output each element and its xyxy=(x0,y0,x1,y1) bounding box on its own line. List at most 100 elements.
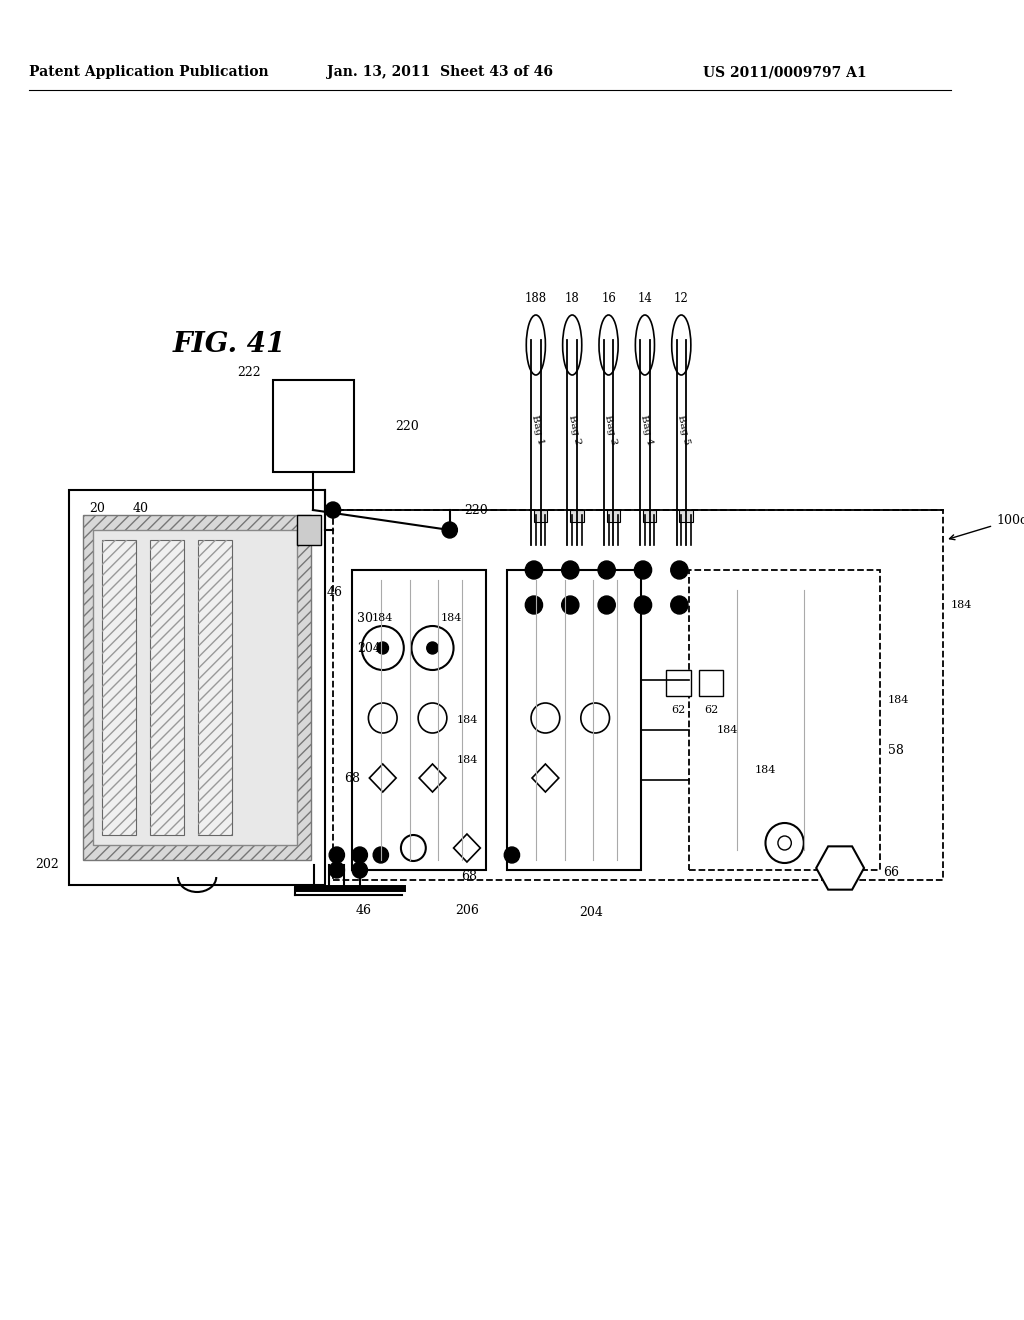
Circle shape xyxy=(562,597,579,614)
Text: 184: 184 xyxy=(441,612,462,623)
Text: 184: 184 xyxy=(755,766,776,775)
Circle shape xyxy=(369,704,397,733)
Bar xyxy=(698,671,723,696)
Bar xyxy=(570,510,584,521)
Circle shape xyxy=(401,836,426,861)
Text: 100c: 100c xyxy=(949,513,1024,540)
Text: 46: 46 xyxy=(327,586,343,598)
Circle shape xyxy=(598,597,615,614)
Text: 68: 68 xyxy=(461,870,477,883)
Circle shape xyxy=(377,642,388,653)
Text: 184: 184 xyxy=(372,612,393,623)
Bar xyxy=(643,510,656,521)
Text: Bag 2: Bag 2 xyxy=(566,414,582,446)
Text: 220: 220 xyxy=(464,503,487,516)
Text: 12: 12 xyxy=(674,292,689,305)
Bar xyxy=(297,515,321,545)
Text: 20: 20 xyxy=(90,502,105,515)
Text: 204: 204 xyxy=(357,642,381,655)
Circle shape xyxy=(562,561,579,579)
Bar xyxy=(198,540,231,836)
Text: 46: 46 xyxy=(355,903,372,916)
Text: Bag 3: Bag 3 xyxy=(603,414,618,446)
Text: 18: 18 xyxy=(565,292,580,305)
Text: 30: 30 xyxy=(357,611,373,624)
Polygon shape xyxy=(419,764,445,792)
Text: 184: 184 xyxy=(457,755,477,766)
Text: Patent Application Publication: Patent Application Publication xyxy=(29,65,268,79)
Text: 40: 40 xyxy=(133,502,148,515)
Text: Bag 4: Bag 4 xyxy=(639,414,654,446)
Text: 62: 62 xyxy=(703,705,718,715)
Text: US 2011/0009797 A1: US 2011/0009797 A1 xyxy=(702,65,866,79)
Bar xyxy=(198,540,231,836)
Bar xyxy=(679,510,693,521)
Circle shape xyxy=(326,502,341,517)
Text: 14: 14 xyxy=(638,292,652,305)
Circle shape xyxy=(531,704,560,733)
Circle shape xyxy=(442,521,458,539)
Text: 66: 66 xyxy=(883,866,899,879)
Text: Jan. 13, 2011  Sheet 43 of 46: Jan. 13, 2011 Sheet 43 of 46 xyxy=(327,65,553,79)
Text: 220: 220 xyxy=(395,420,419,433)
Bar xyxy=(83,515,311,861)
Circle shape xyxy=(329,862,344,878)
Ellipse shape xyxy=(672,315,691,375)
Ellipse shape xyxy=(635,315,654,375)
Circle shape xyxy=(361,626,403,671)
Polygon shape xyxy=(370,764,396,792)
Circle shape xyxy=(525,597,543,614)
Ellipse shape xyxy=(599,315,618,375)
Circle shape xyxy=(525,561,543,579)
Bar xyxy=(102,540,136,836)
Circle shape xyxy=(412,626,454,671)
Bar xyxy=(507,570,641,870)
Ellipse shape xyxy=(526,315,546,375)
Circle shape xyxy=(427,642,438,653)
Bar xyxy=(666,671,691,696)
Bar xyxy=(606,510,621,521)
Text: Bag 1: Bag 1 xyxy=(530,414,546,446)
Circle shape xyxy=(352,847,368,863)
Text: 184: 184 xyxy=(717,725,738,735)
Text: 58: 58 xyxy=(888,743,904,756)
Text: Bag 5: Bag 5 xyxy=(676,414,691,446)
Ellipse shape xyxy=(562,315,582,375)
Bar xyxy=(102,540,136,836)
Circle shape xyxy=(581,704,609,733)
Circle shape xyxy=(504,847,519,863)
Circle shape xyxy=(635,597,651,614)
Circle shape xyxy=(778,836,792,850)
Circle shape xyxy=(671,597,688,614)
Circle shape xyxy=(635,561,651,579)
Circle shape xyxy=(329,847,344,863)
Bar xyxy=(93,531,297,845)
Circle shape xyxy=(598,561,615,579)
Text: 16: 16 xyxy=(601,292,616,305)
Bar xyxy=(352,570,486,870)
Bar xyxy=(689,570,881,870)
Circle shape xyxy=(352,862,368,878)
Bar xyxy=(534,510,547,521)
Bar xyxy=(272,380,354,473)
Text: 188: 188 xyxy=(524,292,547,305)
Polygon shape xyxy=(454,834,480,862)
Text: 204: 204 xyxy=(580,906,603,919)
Text: 222: 222 xyxy=(238,366,261,379)
Text: FIG. 41: FIG. 41 xyxy=(173,331,287,359)
Circle shape xyxy=(671,561,688,579)
Text: 184: 184 xyxy=(457,715,477,725)
Text: 202: 202 xyxy=(36,858,59,871)
Circle shape xyxy=(373,847,388,863)
Polygon shape xyxy=(532,764,559,792)
Bar xyxy=(333,510,943,880)
Bar xyxy=(69,490,326,884)
Bar xyxy=(151,540,183,836)
Circle shape xyxy=(766,822,804,863)
Text: 62: 62 xyxy=(672,705,685,715)
Text: 68: 68 xyxy=(344,771,360,784)
Text: 184: 184 xyxy=(951,601,973,610)
Bar xyxy=(151,540,183,836)
Circle shape xyxy=(418,704,446,733)
Text: 184: 184 xyxy=(888,696,909,705)
